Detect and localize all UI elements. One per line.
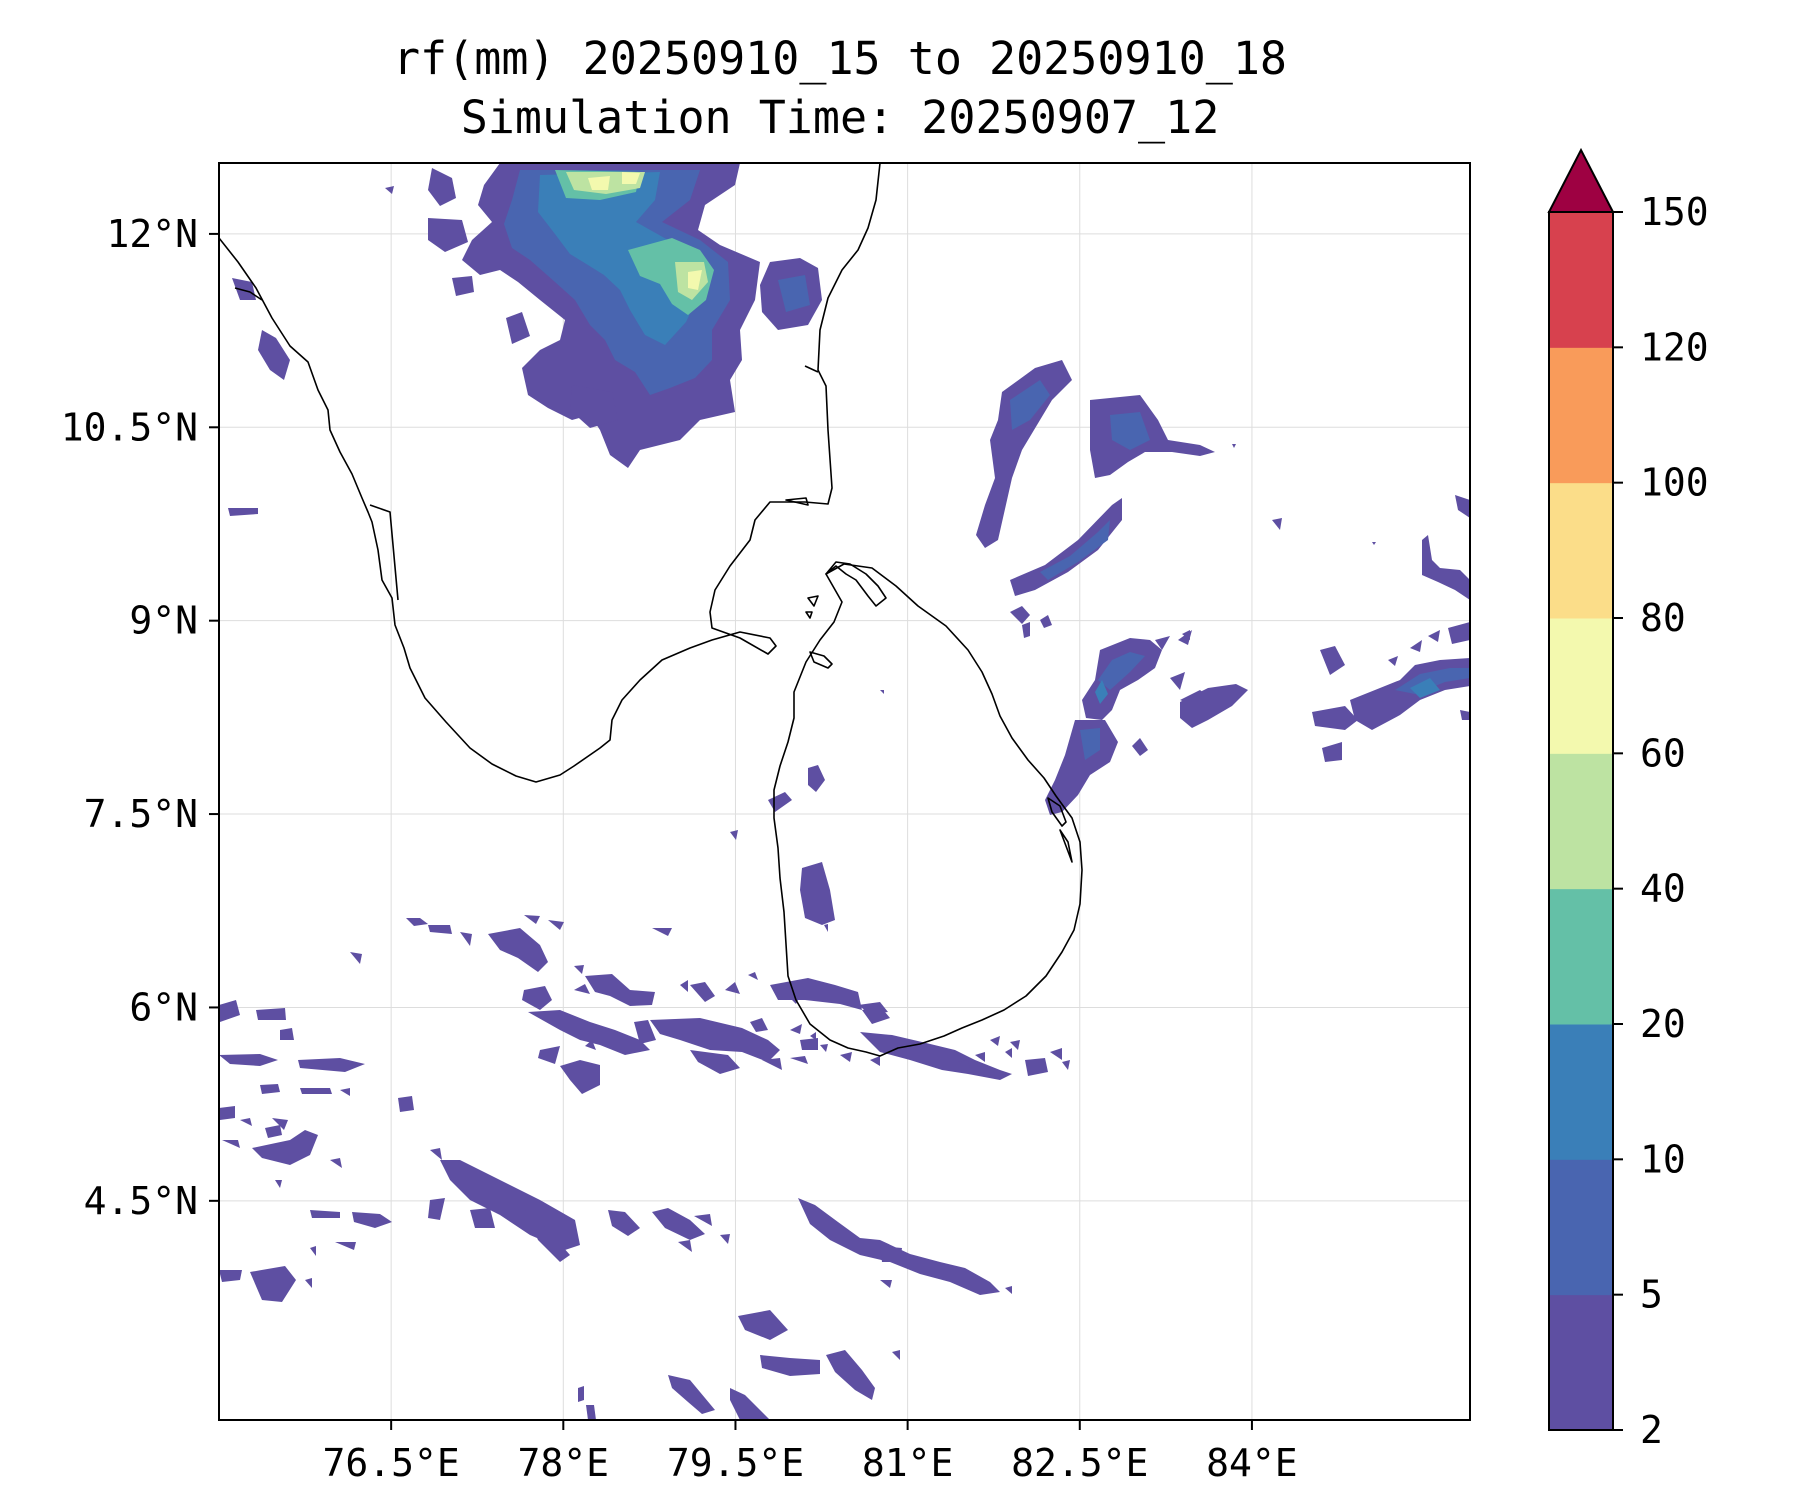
y-axis: 12°N 10.5°N 9°N 7.5°N 6°N 4.5°N [61, 212, 219, 1223]
rainfall-field [219, 163, 1470, 1420]
india-coastline-inlets [234, 287, 819, 601]
y-tick-label-0: 12°N [106, 212, 198, 256]
x-tick-label-2: 79.5°E [667, 1441, 804, 1485]
colorbar-label-8: 120 [1640, 325, 1709, 369]
colorbar-extend-arrow [1547, 147, 1615, 213]
colorbar-label-9: 150 [1640, 190, 1709, 234]
x-tick-label-3: 81°E [862, 1441, 954, 1485]
x-axis: 76.5°E 78°E 79.5°E 81°E 82.5°E 84°E [323, 1420, 1298, 1485]
colorbar-band-6 [1549, 482, 1613, 619]
colorbar-label-3: 20 [1640, 1002, 1686, 1046]
colorbar-band-7 [1549, 347, 1613, 484]
jaffna-peninsula [805, 561, 887, 619]
colorbar-band-3 [1549, 888, 1613, 1025]
mannar-island [809, 651, 833, 669]
sri-lanka-coastline [773, 563, 1083, 1057]
map-frame [218, 162, 1471, 1421]
y-tick-label-5: 4.5°N [84, 1179, 198, 1223]
map-title-line2: Simulation Time: 20250907_12 [460, 91, 1220, 144]
rain-east-sri-lanka [976, 360, 1470, 815]
map-title-line1: rf(mm) 20250910_15 to 20250910_18 [392, 32, 1288, 85]
y-tick-label-4: 6°N [129, 985, 198, 1029]
x-tick-label-0: 76.5°E [323, 1441, 460, 1485]
colorbar-band-8 [1549, 212, 1613, 348]
colorbar-label-5: 60 [1640, 731, 1686, 775]
colorbar-band-1 [1549, 1159, 1613, 1296]
colorbar: 2 5 10 20 40 60 80 100 120 150 [1547, 147, 1709, 1452]
x-tick-label-5: 84°E [1206, 1441, 1298, 1485]
colorbar-band-2 [1549, 1024, 1613, 1160]
colorbar-label-1: 5 [1640, 1273, 1663, 1317]
y-tick-label-3: 7.5°N [84, 792, 198, 836]
colorbar-label-2: 10 [1640, 1137, 1686, 1181]
rain-southern-bands [219, 915, 1070, 1420]
x-tick-label-4: 82.5°E [1011, 1441, 1148, 1485]
colorbar-bands [1549, 212, 1613, 1431]
colorbar-label-4: 40 [1640, 867, 1686, 911]
colorbar-label-0: 2 [1640, 1408, 1663, 1452]
y-tick-label-2: 9°N [129, 599, 198, 643]
india-coastline [219, 163, 881, 783]
colorbar-band-5 [1549, 618, 1613, 754]
rain-west-coast [228, 186, 394, 516]
rain-cluster-tamil-nadu [428, 163, 822, 468]
sri-lanka-east-lagoons [1047, 797, 1073, 863]
colorbar-band-4 [1549, 753, 1613, 890]
colorbar-ticks [1613, 211, 1623, 1431]
map-area [219, 163, 1470, 1420]
colorbar-frame [1548, 211, 1614, 1431]
colorbar-band-0 [1549, 1294, 1613, 1431]
x-tick-label-1: 78°E [518, 1441, 610, 1485]
y-tick-label-1: 10.5°N [61, 405, 198, 449]
colorbar-label-6: 80 [1640, 596, 1686, 640]
colorbar-label-7: 100 [1640, 461, 1709, 505]
